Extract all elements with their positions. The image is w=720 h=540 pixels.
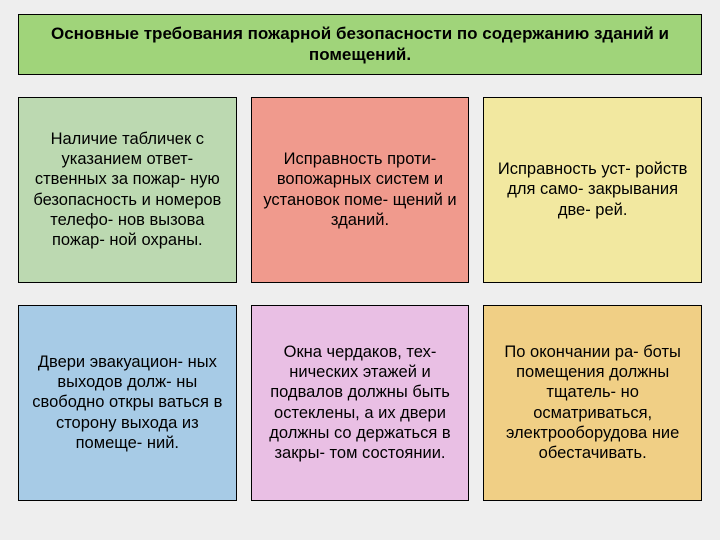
cell-r1-c1: Наличие табличек с указанием ответ- стве… bbox=[18, 97, 237, 283]
cell-r1-c3: Исправность уст- ройств для само- закрыв… bbox=[483, 97, 702, 283]
cell-r2-c3: По окончании ра- боты помещения должны т… bbox=[483, 305, 702, 501]
cell-r1-c2: Исправность проти- вопожарных систем и у… bbox=[251, 97, 470, 283]
page-title: Основные требования пожарной безопасност… bbox=[18, 14, 702, 75]
cell-r2-c2: Окна чердаков, тех- нических этажей и по… bbox=[251, 305, 470, 501]
info-grid: Наличие табличек с указанием ответ- стве… bbox=[18, 97, 702, 501]
cell-r2-c1: Двери эвакуацион- ных выходов долж- ны с… bbox=[18, 305, 237, 501]
